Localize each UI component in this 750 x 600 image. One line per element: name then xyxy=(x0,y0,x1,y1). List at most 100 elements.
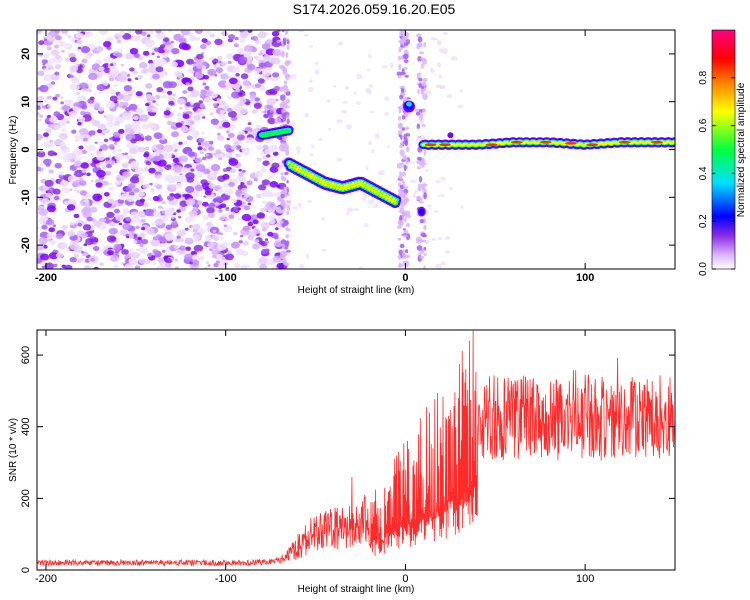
noise-blob xyxy=(449,186,453,191)
noise-blob xyxy=(153,47,160,52)
noise-blob xyxy=(228,76,232,79)
noise-blob xyxy=(114,142,118,145)
noise-blob xyxy=(135,91,143,97)
noise-blob xyxy=(218,80,228,88)
noise-blob xyxy=(215,67,223,74)
noise-blob xyxy=(237,207,241,211)
band-blob xyxy=(285,150,290,154)
noise-blob xyxy=(140,218,146,223)
noise-blob xyxy=(157,194,162,198)
noise-blob xyxy=(46,232,56,240)
noise-blob xyxy=(243,80,251,87)
noise-blob xyxy=(216,135,225,141)
noise-blob xyxy=(239,185,244,188)
band-blob xyxy=(280,142,286,149)
noise-blob xyxy=(185,82,190,86)
noise-blob xyxy=(125,52,134,60)
noise-blob xyxy=(114,181,119,185)
noise-blob xyxy=(381,65,388,69)
noise-blob xyxy=(127,30,134,34)
noise-blob xyxy=(147,253,153,257)
band-blob xyxy=(402,154,407,161)
noise-blob xyxy=(226,53,234,59)
noise-blob xyxy=(77,122,82,126)
noise-blob xyxy=(371,149,375,154)
noise-blob xyxy=(93,242,97,245)
noise-blob xyxy=(67,175,77,183)
noise-blob xyxy=(188,126,196,132)
noise-blob xyxy=(39,163,44,167)
noise-blob xyxy=(112,131,121,138)
noise-blob xyxy=(65,57,71,62)
noise-blob xyxy=(115,214,125,222)
noise-blob xyxy=(272,151,279,156)
noise-blob xyxy=(253,178,258,182)
noise-blob xyxy=(341,109,347,114)
noise-blob xyxy=(226,130,230,133)
noise-blob xyxy=(55,252,64,259)
band-blob xyxy=(418,77,423,82)
noise-blob xyxy=(139,244,144,247)
noise-blob xyxy=(233,43,239,48)
noise-blob xyxy=(41,224,48,230)
band-blob xyxy=(399,85,406,90)
noise-blob xyxy=(175,266,179,269)
noise-blob xyxy=(38,40,45,46)
noise-blob xyxy=(52,224,57,227)
trace-blob xyxy=(291,162,294,165)
noise-blob xyxy=(248,236,254,241)
noise-blob xyxy=(52,188,61,195)
noise-blob xyxy=(240,73,249,80)
noise-blob xyxy=(262,200,268,205)
noise-blob xyxy=(45,128,52,133)
noise-blob xyxy=(144,146,150,150)
noise-blob xyxy=(143,153,150,158)
noise-blob xyxy=(139,247,149,254)
band-blob xyxy=(422,234,427,238)
noise-blob xyxy=(139,114,149,122)
band-blob xyxy=(286,180,289,184)
noise-blob xyxy=(228,214,235,219)
noise-blob xyxy=(173,227,177,231)
noise-blob xyxy=(47,104,52,108)
band-blob xyxy=(423,42,427,47)
band-blob xyxy=(422,78,428,82)
noise-blob xyxy=(265,139,271,144)
band-blob xyxy=(423,224,427,231)
noise-blob xyxy=(93,220,102,227)
noise-blob xyxy=(249,214,258,221)
noise-blob xyxy=(226,152,232,157)
noise-blob xyxy=(213,103,218,107)
band-blob xyxy=(281,43,285,48)
noise-blob xyxy=(95,182,103,188)
noise-blob xyxy=(321,249,327,252)
noise-blob xyxy=(73,172,80,177)
noise-blob xyxy=(238,168,242,172)
noise-blob xyxy=(269,174,274,178)
noise-blob xyxy=(200,131,205,135)
noise-blob xyxy=(197,70,203,74)
noise-blob xyxy=(216,55,223,61)
noise-blob xyxy=(77,222,83,227)
band-blob xyxy=(419,115,423,121)
noise-blob xyxy=(269,219,276,225)
noise-blob xyxy=(163,110,171,116)
noise-blob xyxy=(275,98,279,102)
noise-blob xyxy=(314,61,320,65)
noise-blob xyxy=(274,235,279,240)
noise-blob xyxy=(222,121,231,128)
noise-blob xyxy=(199,43,207,50)
noise-blob xyxy=(156,144,164,150)
noise-blob xyxy=(245,101,251,106)
noise-blob xyxy=(178,230,183,234)
noise-blob xyxy=(297,202,302,208)
noise-blob xyxy=(43,185,50,191)
noise-blob xyxy=(119,31,125,36)
trace-blob xyxy=(307,175,310,177)
noise-blob xyxy=(216,132,221,136)
noise-blob xyxy=(96,169,106,178)
noise-blob xyxy=(354,208,359,212)
noise-blob xyxy=(46,96,51,100)
noise-blob xyxy=(209,173,215,178)
